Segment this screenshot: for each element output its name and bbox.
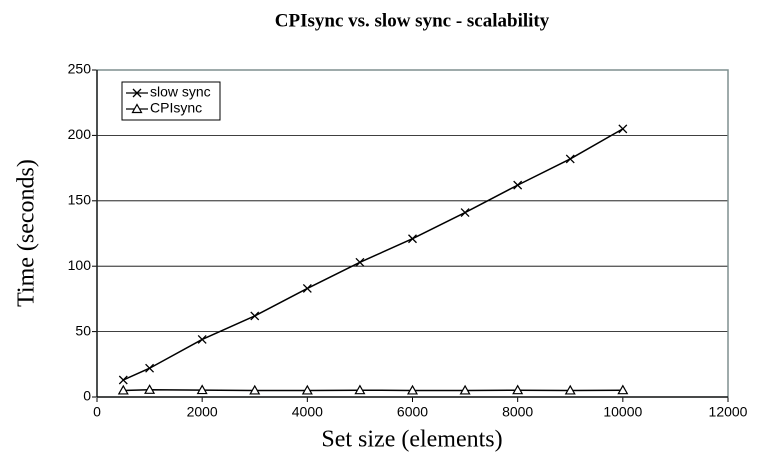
marker: [513, 180, 523, 190]
marker: [302, 283, 312, 293]
marker: [249, 384, 261, 395]
marker: [301, 384, 313, 395]
y-tick-label: 100: [68, 257, 92, 273]
marker: [512, 384, 524, 395]
marker: [144, 384, 156, 394]
marker: [132, 88, 142, 98]
legend-box: [121, 81, 221, 121]
x-tick-label: 8000: [502, 404, 533, 420]
marker: [250, 311, 260, 321]
x-tick-label: 10000: [603, 404, 642, 420]
marker: [131, 103, 143, 114]
x-tick-label: 12000: [709, 404, 748, 420]
y-axis-label: Time (seconds): [14, 159, 40, 307]
series-line: [123, 389, 623, 392]
marker: [565, 154, 575, 164]
marker: [564, 384, 576, 395]
marker: [196, 384, 208, 395]
y-tick-label: 50: [75, 322, 91, 338]
marker: [408, 234, 417, 244]
x-tick-label: 0: [93, 404, 101, 420]
y-tick-label: 250: [68, 61, 92, 77]
marker: [354, 384, 366, 395]
marker: [617, 384, 629, 395]
marker: [145, 363, 155, 373]
series-line: [122, 128, 624, 381]
marker: [406, 384, 419, 395]
marker: [459, 384, 471, 395]
marker: [197, 334, 207, 344]
marker: [118, 375, 128, 385]
marker: [460, 208, 470, 218]
marker: [618, 124, 628, 134]
legend-label: CPIsync: [150, 100, 202, 116]
x-axis-label: Set size (elements): [321, 427, 502, 453]
marker: [117, 384, 129, 395]
x-tick-label: 4000: [292, 404, 323, 420]
x-tick-label: 6000: [397, 404, 428, 420]
y-tick-label: 200: [68, 126, 92, 142]
y-tick-label: 150: [68, 192, 92, 208]
legend-label: slow sync: [150, 84, 211, 100]
y-tick-label: 0: [83, 388, 91, 404]
marker: [355, 257, 365, 267]
x-tick-label: 2000: [187, 404, 218, 420]
chart-title: CPIsync vs. slow sync - scalability: [275, 10, 550, 31]
